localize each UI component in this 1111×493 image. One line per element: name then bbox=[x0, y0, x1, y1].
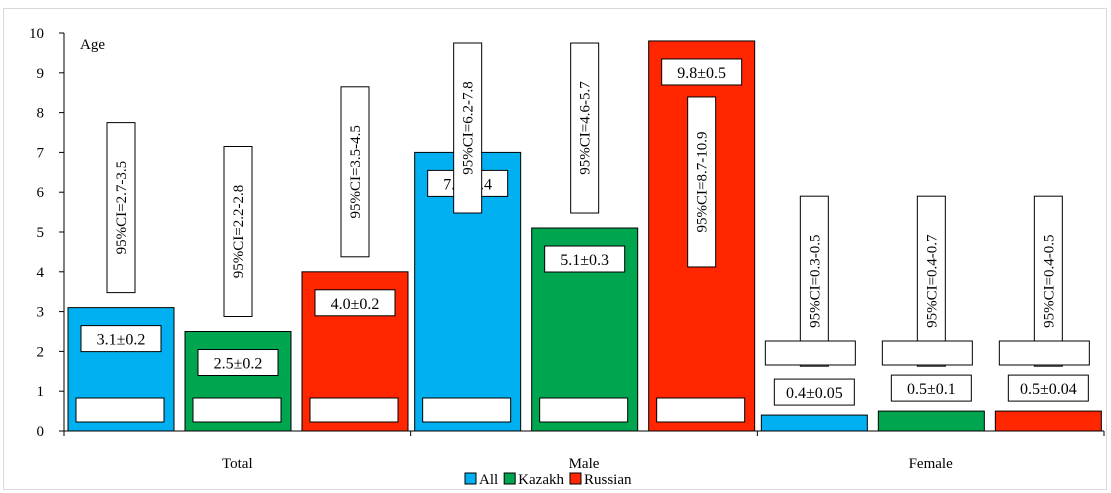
y-tick-label: 4 bbox=[37, 265, 45, 281]
value-label: 0.5±0.1 bbox=[907, 381, 956, 398]
annotation-box bbox=[192, 397, 282, 423]
value-label: 5.1±0.3 bbox=[560, 252, 609, 269]
value-label-box bbox=[80, 325, 162, 353]
y-tick-label: 10 bbox=[29, 26, 44, 42]
value-label-box bbox=[890, 374, 972, 402]
ci-label: 95%CI=0.4-0.5 bbox=[1041, 234, 1057, 327]
ci-label-box bbox=[916, 195, 946, 367]
ci-label: 95%CI=6.2-7.8 bbox=[461, 81, 477, 174]
ci-label: 95%CI=3.5-4.5 bbox=[348, 125, 364, 218]
ci-label-box bbox=[1033, 195, 1063, 367]
value-label-box bbox=[773, 378, 855, 406]
legend-label: All bbox=[479, 472, 498, 488]
y-tick-label: 9 bbox=[37, 66, 45, 82]
y-axis-label: Age bbox=[80, 37, 105, 53]
ci-label-box bbox=[340, 86, 370, 258]
ci-label-box bbox=[799, 195, 829, 367]
x-category-label: Male bbox=[569, 456, 600, 472]
bar bbox=[877, 410, 985, 432]
annotation-box bbox=[309, 397, 399, 423]
ci-label: 95%CI=4.6-5.7 bbox=[578, 81, 594, 175]
legend-swatch bbox=[503, 472, 516, 485]
annotation-box bbox=[881, 340, 973, 366]
legend-label: Russian bbox=[584, 472, 632, 488]
bar bbox=[760, 414, 868, 432]
ci-label: 95%CI=8.7-10.9 bbox=[695, 131, 711, 232]
annotation-box bbox=[656, 397, 746, 423]
legend-label: Kazakh bbox=[518, 472, 564, 488]
value-label: 0.5±0.04 bbox=[1020, 381, 1077, 398]
annotation-box bbox=[422, 397, 512, 423]
legend-swatch bbox=[464, 472, 477, 485]
annotation-box bbox=[539, 397, 629, 423]
y-tick-label: 3 bbox=[37, 305, 45, 321]
y-tick-label: 0 bbox=[37, 424, 45, 440]
y-tick-label: 5 bbox=[37, 225, 45, 241]
y-tick-label: 8 bbox=[37, 106, 45, 122]
value-label-box bbox=[1007, 374, 1089, 402]
ci-label: 95%CI=2.2-2.8 bbox=[231, 185, 247, 278]
y-tick-label: 1 bbox=[37, 384, 45, 400]
annotation-box bbox=[764, 340, 856, 366]
value-label: 9.8±0.5 bbox=[677, 65, 726, 82]
value-label-box bbox=[197, 349, 279, 376]
value-label-box bbox=[544, 245, 626, 273]
y-tick-label: 2 bbox=[37, 344, 45, 360]
value-label: 2.5±0.2 bbox=[214, 356, 263, 373]
ci-label-box bbox=[570, 42, 600, 214]
ci-label-box bbox=[223, 146, 253, 317]
y-tick-label: 6 bbox=[37, 185, 45, 201]
ci-label: 95%CI=0.4-0.7 bbox=[924, 234, 940, 328]
annotation-box bbox=[998, 340, 1090, 366]
ci-label-box bbox=[453, 42, 483, 214]
annotation-box bbox=[75, 397, 165, 423]
ci-label-box bbox=[106, 122, 136, 294]
value-label: 0.4±0.05 bbox=[786, 385, 843, 402]
value-label: 4.0±0.2 bbox=[331, 296, 380, 313]
ci-label: 95%CI=0.3-0.5 bbox=[807, 234, 823, 327]
x-category-label: Total bbox=[222, 456, 253, 472]
x-category-label: Female bbox=[909, 456, 953, 472]
y-tick-label: 7 bbox=[37, 145, 45, 161]
legend-swatch bbox=[569, 472, 582, 485]
value-label-box bbox=[661, 58, 743, 86]
value-label-box bbox=[314, 289, 396, 317]
ci-label-box bbox=[687, 96, 717, 268]
bar bbox=[994, 410, 1102, 432]
ci-label: 95%CI=2.7-3.5 bbox=[114, 161, 130, 254]
value-label: 3.1±0.2 bbox=[97, 332, 146, 349]
